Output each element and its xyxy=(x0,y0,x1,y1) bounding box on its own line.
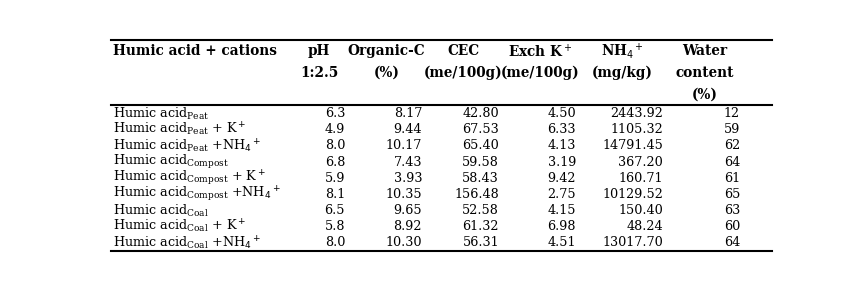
Text: Humic acid$_\mathregular{Coal}$: Humic acid$_\mathregular{Coal}$ xyxy=(113,202,209,219)
Text: 367.20: 367.20 xyxy=(619,156,663,169)
Text: content: content xyxy=(675,66,734,80)
Text: 4.13: 4.13 xyxy=(548,139,576,152)
Text: 1:2.5: 1:2.5 xyxy=(300,66,339,80)
Text: 10129.52: 10129.52 xyxy=(602,188,663,201)
Text: 56.31: 56.31 xyxy=(462,236,499,249)
Text: Humic acid$_\mathregular{Peat}$ + K$^+$: Humic acid$_\mathregular{Peat}$ + K$^+$ xyxy=(113,121,246,138)
Text: 10.17: 10.17 xyxy=(385,139,422,152)
Text: 42.80: 42.80 xyxy=(462,107,499,120)
Text: 10.35: 10.35 xyxy=(385,188,422,201)
Text: 9.42: 9.42 xyxy=(548,172,576,185)
Text: 1105.32: 1105.32 xyxy=(610,123,663,136)
Text: Water: Water xyxy=(682,44,727,58)
Text: 4.15: 4.15 xyxy=(548,204,576,217)
Text: 59: 59 xyxy=(724,123,740,136)
Text: 8.0: 8.0 xyxy=(325,139,345,152)
Text: 14791.45: 14791.45 xyxy=(602,139,663,152)
Text: Humic acid$_\mathregular{Coal}$ + K$^+$: Humic acid$_\mathregular{Coal}$ + K$^+$ xyxy=(113,218,246,235)
Text: 3.19: 3.19 xyxy=(548,156,576,169)
Text: (mg/kg): (mg/kg) xyxy=(592,66,652,80)
Text: 9.65: 9.65 xyxy=(393,204,422,217)
Text: NH$_4$$^+$: NH$_4$$^+$ xyxy=(600,41,644,61)
Text: 150.40: 150.40 xyxy=(619,204,663,217)
Text: 59.58: 59.58 xyxy=(462,156,499,169)
Text: Humic acid + cations: Humic acid + cations xyxy=(113,44,277,58)
Text: 4.51: 4.51 xyxy=(548,236,576,249)
Text: (me/100g): (me/100g) xyxy=(501,66,580,80)
Text: 62: 62 xyxy=(724,139,740,152)
Text: 48.24: 48.24 xyxy=(626,220,663,233)
Text: 5.8: 5.8 xyxy=(325,220,345,233)
Text: Humic acid$_\mathregular{Compost}$ +NH$_4$$^+$: Humic acid$_\mathregular{Compost}$ +NH$_… xyxy=(113,185,281,204)
Text: 6.8: 6.8 xyxy=(325,156,345,169)
Text: 2443.92: 2443.92 xyxy=(610,107,663,120)
Text: 65: 65 xyxy=(724,188,740,201)
Text: 3.93: 3.93 xyxy=(393,172,422,185)
Text: 6.5: 6.5 xyxy=(325,204,345,217)
Text: 6.33: 6.33 xyxy=(548,123,576,136)
Text: 63: 63 xyxy=(724,204,740,217)
Text: (me/100g): (me/100g) xyxy=(424,66,503,80)
Text: 61: 61 xyxy=(724,172,740,185)
Text: 67.53: 67.53 xyxy=(462,123,499,136)
Text: 6.98: 6.98 xyxy=(548,220,576,233)
Text: 10.30: 10.30 xyxy=(385,236,422,249)
Text: 64: 64 xyxy=(724,156,740,169)
Text: 7.43: 7.43 xyxy=(393,156,422,169)
Text: 13017.70: 13017.70 xyxy=(602,236,663,249)
Text: 156.48: 156.48 xyxy=(454,188,499,201)
Text: CEC: CEC xyxy=(448,44,480,58)
Text: 4.50: 4.50 xyxy=(548,107,576,120)
Text: Humic acid$_\mathregular{Compost}$: Humic acid$_\mathregular{Compost}$ xyxy=(113,153,229,171)
Text: 6.3: 6.3 xyxy=(325,107,345,120)
Text: Humic acid$_\mathregular{Compost}$ + K$^+$: Humic acid$_\mathregular{Compost}$ + K$^… xyxy=(113,169,266,188)
Text: (%): (%) xyxy=(691,88,717,102)
Text: 8.92: 8.92 xyxy=(393,220,422,233)
Text: 9.44: 9.44 xyxy=(393,123,422,136)
Text: 52.58: 52.58 xyxy=(462,204,499,217)
Text: 65.40: 65.40 xyxy=(462,139,499,152)
Text: 2.75: 2.75 xyxy=(548,188,576,201)
Text: (%): (%) xyxy=(373,66,399,80)
Text: 8.1: 8.1 xyxy=(325,188,345,201)
Text: 58.43: 58.43 xyxy=(462,172,499,185)
Text: Humic acid$_\mathregular{Coal}$ +NH$_4$$^+$: Humic acid$_\mathregular{Coal}$ +NH$_4$$… xyxy=(113,234,262,252)
Text: 8.0: 8.0 xyxy=(325,236,345,249)
Text: 160.71: 160.71 xyxy=(619,172,663,185)
Text: Humic acid$_\mathregular{Peat}$: Humic acid$_\mathregular{Peat}$ xyxy=(113,105,209,122)
Text: 5.9: 5.9 xyxy=(325,172,345,185)
Text: 8.17: 8.17 xyxy=(394,107,422,120)
Text: Organic-C: Organic-C xyxy=(347,44,425,58)
Text: 4.9: 4.9 xyxy=(325,123,345,136)
Text: Humic acid$_\mathregular{Peat}$ +NH$_4$$^+$: Humic acid$_\mathregular{Peat}$ +NH$_4$$… xyxy=(113,137,261,155)
Text: pH: pH xyxy=(308,44,330,58)
Text: 64: 64 xyxy=(724,236,740,249)
Text: 61.32: 61.32 xyxy=(462,220,499,233)
Text: Exch K$^+$: Exch K$^+$ xyxy=(508,43,572,60)
Text: 60: 60 xyxy=(724,220,740,233)
Text: 12: 12 xyxy=(724,107,740,120)
